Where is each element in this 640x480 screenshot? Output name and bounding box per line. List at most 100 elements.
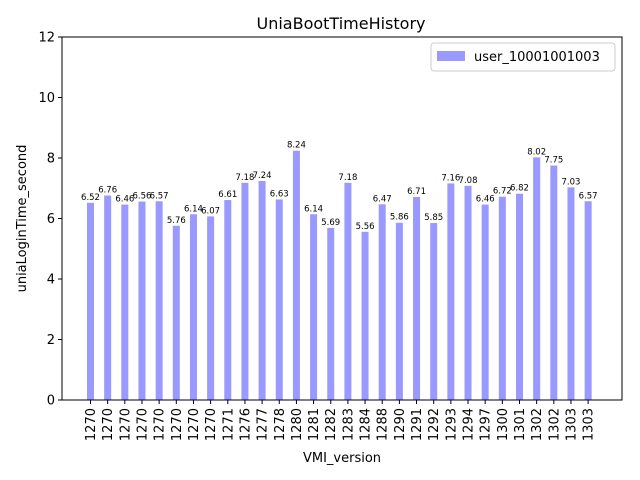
y-tick-label: 4 xyxy=(47,273,55,288)
bar-value-label: 6.52 xyxy=(81,193,100,203)
x-tick-label: 1282 xyxy=(324,408,339,441)
bar-value-label: 6.14 xyxy=(184,204,203,214)
x-tick-label: 1303 xyxy=(564,408,579,441)
bar-value-label: 6.63 xyxy=(270,189,289,199)
bar xyxy=(275,199,283,400)
bar xyxy=(258,180,266,400)
bar xyxy=(310,214,318,400)
bar xyxy=(498,196,506,400)
bar xyxy=(189,214,197,400)
bar-value-label: 5.69 xyxy=(321,218,340,228)
bar xyxy=(533,157,541,400)
x-tick-label: 1291 xyxy=(410,408,425,441)
x-tick-label: 1270 xyxy=(84,408,99,441)
bar-value-label: 5.56 xyxy=(356,222,375,232)
bar xyxy=(464,185,472,400)
x-tick-label: 1280 xyxy=(290,408,305,441)
bars-group xyxy=(87,150,592,400)
x-tick-label: 1301 xyxy=(513,408,528,441)
bar-value-label: 6.46 xyxy=(115,195,134,205)
y-tick-label: 10 xyxy=(38,91,55,106)
bar-value-label: 6.46 xyxy=(476,195,495,205)
x-tick-label: 1302 xyxy=(530,408,545,441)
x-tick-label: 1283 xyxy=(341,408,356,441)
x-tick-label: 1292 xyxy=(427,408,442,441)
bar xyxy=(87,202,94,400)
bar-value-label: 7.18 xyxy=(235,173,254,183)
bar-value-label: 6.57 xyxy=(150,191,169,201)
bar-value-label: 6.76 xyxy=(98,186,117,196)
y-axis-title: uniaLoginTime_second xyxy=(15,145,30,293)
bar-value-label: 7.24 xyxy=(253,171,272,181)
bar-value-label: 5.86 xyxy=(390,213,409,223)
bar-value-label: 6.57 xyxy=(579,191,598,201)
bar xyxy=(447,183,455,400)
x-tick-label: 1270 xyxy=(204,408,219,441)
x-tick-label: 1271 xyxy=(221,408,236,441)
bar-value-label: 7.75 xyxy=(544,156,563,166)
bar-value-label: 5.76 xyxy=(167,216,186,226)
bar xyxy=(155,201,163,400)
bar xyxy=(224,200,232,400)
bar xyxy=(104,195,112,400)
x-axis: 1270 1270 1270 1270 1270 1270 1270 1270 1271 1276… xyxy=(84,400,597,441)
bar-value-label: 6.14 xyxy=(304,204,323,214)
x-axis-title: VMI_version xyxy=(303,451,381,466)
x-tick-label: 1284 xyxy=(359,408,374,441)
y-tick-label: 8 xyxy=(47,152,55,167)
x-tick-label: 1300 xyxy=(496,408,511,441)
x-tick-label: 1276 xyxy=(238,408,253,441)
bar xyxy=(172,225,180,400)
bar xyxy=(292,150,300,400)
bar xyxy=(207,216,215,400)
x-tick-label: 1270 xyxy=(153,408,168,441)
y-tick-label: 0 xyxy=(47,394,55,409)
bar xyxy=(395,222,403,400)
bar-value-label: 8.02 xyxy=(527,147,546,157)
legend-label: user_10001001003 xyxy=(474,50,600,65)
bar-value-label: 7.08 xyxy=(459,176,478,186)
legend-box xyxy=(430,42,616,72)
x-tick-label: 1270 xyxy=(101,408,116,441)
bar-value-label: 5.85 xyxy=(424,213,443,223)
bar-value-label: 7.18 xyxy=(338,173,357,183)
bar-value-label: 6.61 xyxy=(218,190,237,200)
legend: user_10001001003 xyxy=(430,42,616,72)
chart-title: UniaBootTimeHistory xyxy=(256,14,425,33)
bar-value-label: 6.71 xyxy=(407,187,426,197)
y-axis: 0 2 4 6 8 10 12 xyxy=(38,31,62,409)
bar xyxy=(567,187,575,400)
legend-swatch xyxy=(437,51,465,61)
bar-value-label: 6.56 xyxy=(133,192,152,202)
x-tick-label: 1290 xyxy=(393,408,408,441)
x-tick-label: 1293 xyxy=(444,408,459,441)
bar xyxy=(138,201,146,400)
y-tick-label: 2 xyxy=(47,333,55,348)
bar xyxy=(344,182,352,400)
bar xyxy=(430,223,438,400)
x-tick-label: 1270 xyxy=(118,408,133,441)
y-tick-label: 6 xyxy=(47,212,55,227)
y-tick-label: 12 xyxy=(38,31,55,46)
bar xyxy=(241,182,249,400)
bar xyxy=(413,197,421,400)
bar xyxy=(121,204,129,400)
x-tick-label: 1294 xyxy=(462,408,477,441)
data-labels-group: 6.526.766.466.566.575.766.146.076.617.18… xyxy=(81,141,598,232)
bar-value-label: 6.47 xyxy=(373,194,392,204)
bar xyxy=(481,204,489,400)
x-tick-label: 1277 xyxy=(256,408,271,441)
bar-value-label: 8.24 xyxy=(287,141,306,151)
x-tick-label: 1288 xyxy=(376,408,391,441)
x-tick-label: 1281 xyxy=(307,408,322,441)
x-tick-label: 1270 xyxy=(135,408,150,441)
bar xyxy=(361,231,369,400)
bar-value-label: 6.07 xyxy=(201,206,220,216)
x-tick-label: 1278 xyxy=(273,408,288,441)
bar xyxy=(327,227,335,400)
x-tick-label: 1270 xyxy=(187,408,202,441)
x-tick-label: 1303 xyxy=(582,408,597,441)
plot-frame xyxy=(61,36,623,401)
